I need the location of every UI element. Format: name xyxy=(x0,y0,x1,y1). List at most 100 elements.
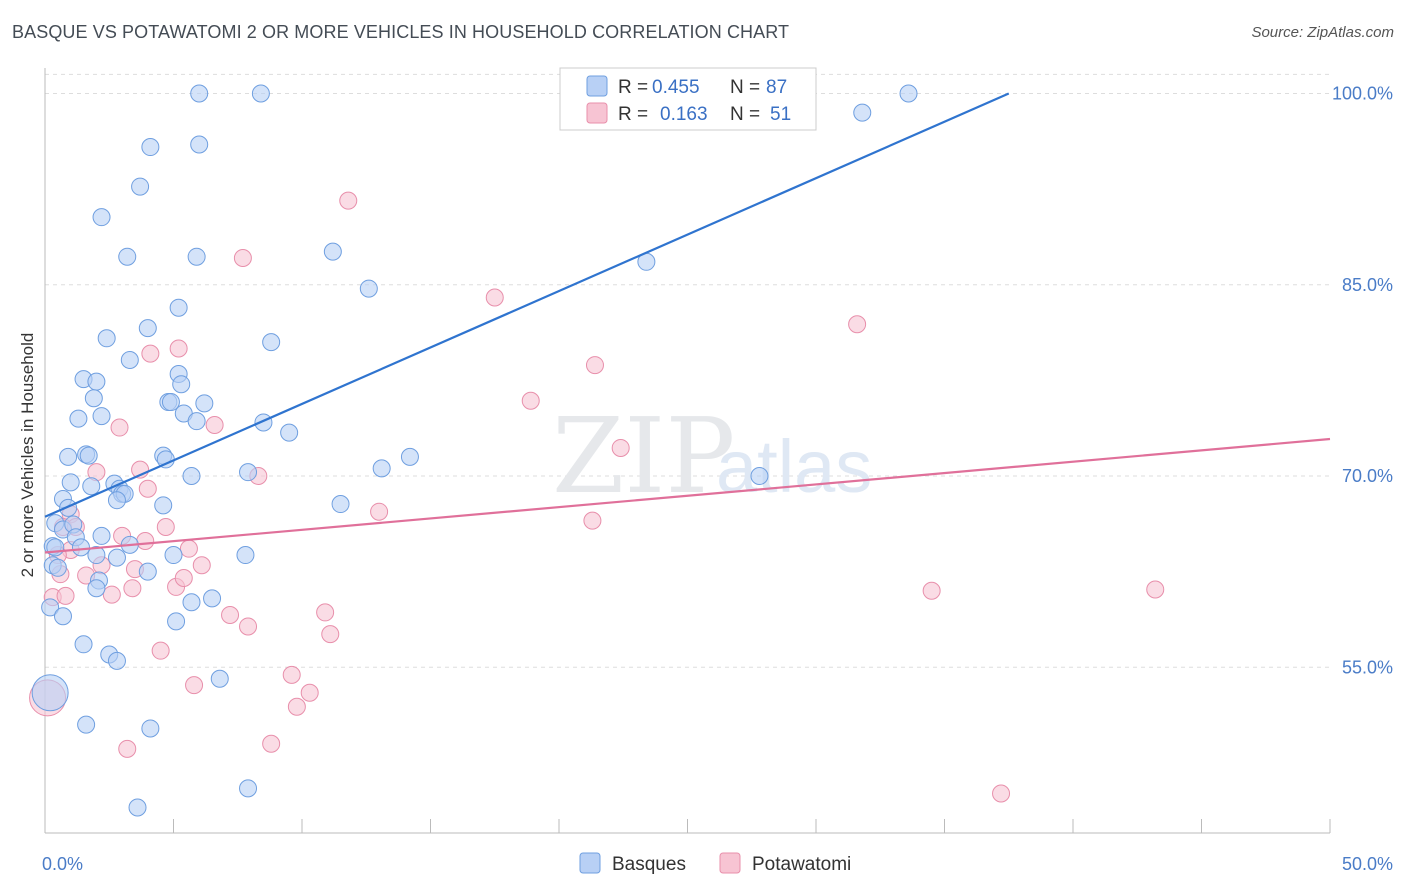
potawatomi-point-4 xyxy=(169,339,188,358)
potawatomi-point-7 xyxy=(521,391,540,410)
watermark-atlas: atlas xyxy=(716,425,872,508)
basques-point-41 xyxy=(61,473,80,492)
basques-trend-line xyxy=(44,92,1010,518)
basques-point-15 xyxy=(97,329,116,348)
basques-point-58 xyxy=(92,526,111,545)
basques-point-71 xyxy=(87,579,106,598)
basques-point-76 xyxy=(203,589,222,608)
potawatomi-point-47 xyxy=(118,739,137,758)
basques-point-26 xyxy=(195,394,214,413)
potawatomi-point-27 xyxy=(192,556,211,575)
basques-point-12 xyxy=(359,279,378,298)
x-tick-label-1: 50.0% xyxy=(1342,854,1393,874)
basques-point-35 xyxy=(79,446,98,465)
basques-point-50 xyxy=(107,491,126,510)
series-legend-label-basques: Basques xyxy=(612,854,686,875)
watermark: ZIP atlas xyxy=(552,395,872,517)
potawatomi-point-48 xyxy=(922,581,941,600)
basques-point-82 xyxy=(77,715,96,734)
basques-point-85 xyxy=(128,798,147,817)
basques-point-9 xyxy=(118,247,137,266)
basques-point-53 xyxy=(331,495,350,514)
basques-point-42 xyxy=(82,477,101,496)
basques-point-25 xyxy=(161,393,180,412)
basques-point-5 xyxy=(141,138,160,157)
potawatomi-point-0 xyxy=(339,191,358,210)
legend-r-value-basques: 0.455 xyxy=(652,77,700,98)
basques-point-4 xyxy=(853,103,872,122)
legend-n-label-basques: N = xyxy=(730,77,760,98)
basques-point-1 xyxy=(251,84,270,103)
legend-swatch-basques xyxy=(586,75,608,97)
basques-point-65 xyxy=(164,546,183,565)
basques-point-3 xyxy=(899,84,918,103)
basques-point-52 xyxy=(154,496,173,515)
basques-point-46 xyxy=(182,467,201,485)
potawatomi-point-25 xyxy=(179,539,198,558)
basques-point-14 xyxy=(169,298,188,317)
basques-point-47 xyxy=(239,463,258,482)
potawatomi-point-35 xyxy=(56,586,75,605)
basques-point-63 xyxy=(87,546,106,565)
chart-title: BASQUE VS POTAWATOMI 2 OR MORE VEHICLES … xyxy=(12,22,790,42)
potawatomi-point-36 xyxy=(102,585,121,604)
series-legend-swatch-basques xyxy=(579,852,601,874)
potawatomi-point-32 xyxy=(174,569,193,587)
basques-point-22 xyxy=(172,375,191,394)
basques-point-64 xyxy=(107,548,126,567)
basques-point-69 xyxy=(138,562,157,581)
potawatomi-point-10 xyxy=(611,438,630,457)
basques-point-60 xyxy=(46,538,65,557)
legend-r-label-basques: R = xyxy=(618,77,648,98)
basques-point-72 xyxy=(41,598,60,617)
basques-point-10 xyxy=(187,247,206,266)
potawatomi-point-6 xyxy=(585,356,604,375)
basques-point-28 xyxy=(92,407,111,426)
chart-source: Source: ZipAtlas.com xyxy=(1251,24,1394,41)
basques-point-6 xyxy=(190,135,209,154)
potawatomi-point-46 xyxy=(262,734,281,753)
basques-point-8 xyxy=(92,208,111,227)
legend-swatch-potawatomi xyxy=(586,102,608,124)
potawatomi-point-2 xyxy=(485,288,504,307)
y-tick-label-3: 100.0% xyxy=(1332,84,1393,104)
legend-n-value-basques: 87 xyxy=(766,77,787,98)
basques-point-33 xyxy=(59,447,78,466)
y-tick-label-2: 85.0% xyxy=(1342,275,1393,295)
potawatomi-point-43 xyxy=(185,676,204,695)
y-tick-label-1: 70.0% xyxy=(1342,466,1393,486)
potawatomi-point-18 xyxy=(583,511,602,530)
potawatomi-point-42 xyxy=(282,665,301,684)
tick-labels: 55.0% 70.0% 85.0% 100.0% 0.0% 50.0% xyxy=(42,84,1393,875)
potawatomi-point-39 xyxy=(316,603,335,622)
basques-point-18 xyxy=(120,350,139,369)
basques-point-51 xyxy=(59,498,78,517)
basques-point-40 xyxy=(750,467,769,485)
potawatomi-point-45 xyxy=(287,697,306,716)
legend-r-label-potawatomi: R = xyxy=(618,104,648,125)
legend-r-value-potawatomi: 0.163 xyxy=(660,104,708,125)
basques-point-23 xyxy=(84,389,103,408)
basques-points xyxy=(31,84,918,817)
potawatomi-point-33 xyxy=(123,579,142,598)
potawatomi-point-14 xyxy=(138,479,157,498)
basques-point-81 xyxy=(31,674,69,712)
basques-point-38 xyxy=(372,459,391,478)
basques-point-30 xyxy=(187,412,206,431)
basques-point-20 xyxy=(87,372,106,391)
legend-n-value-potawatomi: 51 xyxy=(770,104,791,125)
basques-point-75 xyxy=(182,593,201,612)
basques-point-11 xyxy=(323,242,342,261)
basques-point-73 xyxy=(53,607,72,626)
basques-point-17 xyxy=(262,333,281,352)
gridlines xyxy=(45,73,1330,668)
potawatomi-point-38 xyxy=(239,617,258,636)
potawatomi-point-20 xyxy=(156,518,175,536)
series-legend-label-potawatomi: Potawatomi xyxy=(752,854,851,875)
legend-n-label-potawatomi: N = xyxy=(730,104,760,125)
basques-point-80 xyxy=(210,669,229,688)
basques-point-68 xyxy=(48,558,67,577)
correlation-legend: R = 0.455 N = 87 R = 0.163 N = 51 xyxy=(559,67,817,131)
basques-point-7 xyxy=(131,177,150,196)
